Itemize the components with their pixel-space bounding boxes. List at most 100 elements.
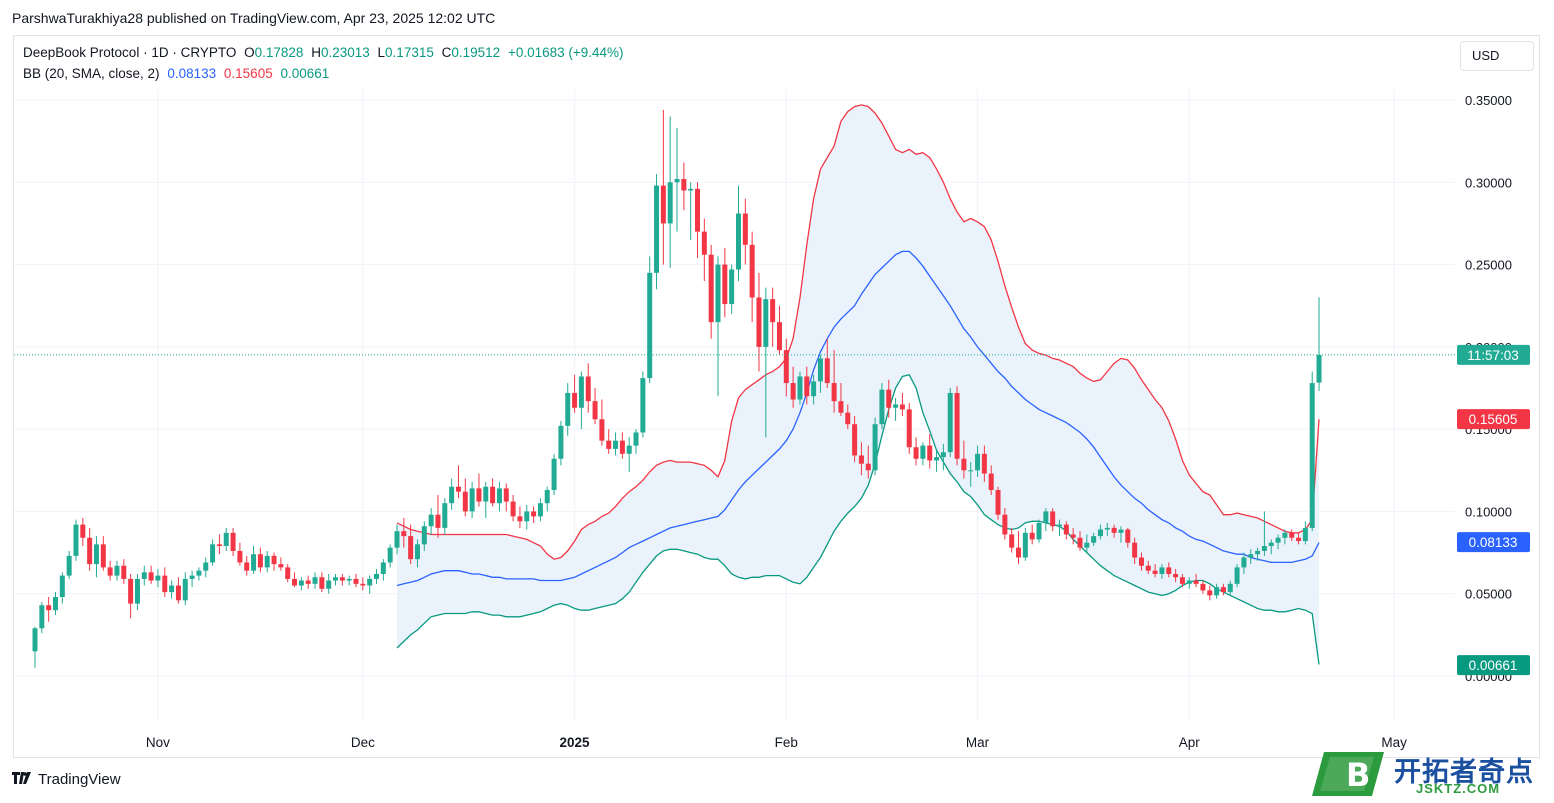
candle-body <box>585 376 591 402</box>
open-value: 0.17828 <box>254 45 304 60</box>
candle <box>660 109 666 265</box>
candle <box>838 383 844 416</box>
candle <box>715 256 721 397</box>
candle <box>688 182 694 240</box>
price-tick-label: 0.35000 <box>1465 93 1512 108</box>
candle <box>537 498 543 522</box>
candle <box>353 573 359 588</box>
candle <box>817 355 823 393</box>
candle-body <box>285 567 291 579</box>
indicator-name[interactable]: BB (20, SMA, close, 2) <box>23 66 160 81</box>
candle <box>1207 585 1213 601</box>
candle <box>654 174 660 290</box>
candle <box>223 527 229 551</box>
candle-body <box>210 544 216 563</box>
candle <box>216 534 222 555</box>
candle <box>66 550 72 579</box>
low-value: 0.17315 <box>385 45 434 60</box>
candle <box>722 248 728 318</box>
candle-body <box>1063 524 1069 535</box>
candle-body <box>811 381 817 397</box>
candle-body <box>374 573 379 579</box>
candle-body <box>858 455 864 464</box>
candle-body <box>394 531 400 548</box>
candle <box>893 397 899 421</box>
candle-body <box>1289 532 1295 538</box>
candle <box>189 570 195 588</box>
watermark-logo-icon: B <box>1312 752 1384 796</box>
candle <box>804 366 810 405</box>
indicator-legend: BB (20, SMA, close, 2) 0.08133 0.15605 0… <box>23 66 333 81</box>
candle-body <box>387 547 393 563</box>
candle <box>783 338 789 397</box>
countdown-badge-bg <box>1457 344 1530 365</box>
candle <box>1125 527 1131 548</box>
bb-upper-line <box>396 104 1320 560</box>
close-label: C <box>441 45 452 60</box>
candle <box>940 443 946 471</box>
candle-body <box>531 511 537 517</box>
time-tick-label: Nov <box>146 735 170 750</box>
bb-basis-badge: 0.08133 <box>1469 535 1518 550</box>
bb-upper-badge-bg <box>1457 409 1530 430</box>
candle <box>360 577 366 591</box>
candle <box>1159 564 1165 579</box>
candle <box>619 432 625 459</box>
candle-body <box>852 424 858 456</box>
candle-body <box>80 524 86 538</box>
site-watermark: B 开拓者奇点 JSKTZ.COM <box>1312 748 1548 800</box>
candle <box>1104 522 1110 537</box>
candle <box>333 573 339 586</box>
candle <box>1009 527 1015 553</box>
candle <box>1097 524 1103 540</box>
bb-lower-line <box>396 374 1320 665</box>
candle-body <box>961 458 967 471</box>
candle <box>257 547 263 573</box>
currency-button[interactable]: USD <box>1460 41 1534 71</box>
candle <box>285 564 291 583</box>
candle-body <box>797 376 803 400</box>
open-label: O <box>244 45 255 60</box>
candle <box>565 383 571 436</box>
candle-body <box>578 376 584 408</box>
tradingview-brand: TradingView <box>38 771 121 788</box>
candle <box>681 162 687 211</box>
candle-body <box>893 404 899 408</box>
candle <box>73 519 79 561</box>
candle <box>647 256 653 384</box>
candle-body <box>271 555 277 565</box>
time-tick-label: Mar <box>966 735 990 750</box>
tradingview-footer[interactable]: TradingView <box>12 771 121 788</box>
candle <box>763 287 769 438</box>
candle <box>483 481 489 519</box>
candle <box>39 601 45 634</box>
symbol-name[interactable]: DeepBook Protocol · 1D · CRYPTO <box>23 45 237 60</box>
candle-body <box>107 567 113 576</box>
candle <box>121 559 127 584</box>
candle <box>879 383 885 430</box>
candle-body <box>100 544 106 568</box>
candle <box>981 445 987 482</box>
candle-body <box>572 392 578 408</box>
candle <box>544 486 550 512</box>
bollinger-lines <box>396 104 1320 665</box>
candle <box>961 440 967 479</box>
candle <box>237 542 243 566</box>
candle-body <box>674 178 680 183</box>
candle <box>1275 534 1281 550</box>
candle <box>1152 564 1158 578</box>
candle-body <box>449 486 455 504</box>
candle <box>1070 527 1076 545</box>
bollinger-band-fill <box>397 104 1319 665</box>
candle-body <box>640 378 646 433</box>
candle <box>244 555 250 576</box>
candle-body <box>660 185 666 224</box>
candle-body <box>1118 529 1124 533</box>
candle-body <box>32 628 38 652</box>
candle-body <box>401 531 407 537</box>
grid-lines <box>14 90 1455 722</box>
candle-body <box>988 473 994 491</box>
candle-body <box>66 555 72 576</box>
candle-body <box>626 445 632 454</box>
